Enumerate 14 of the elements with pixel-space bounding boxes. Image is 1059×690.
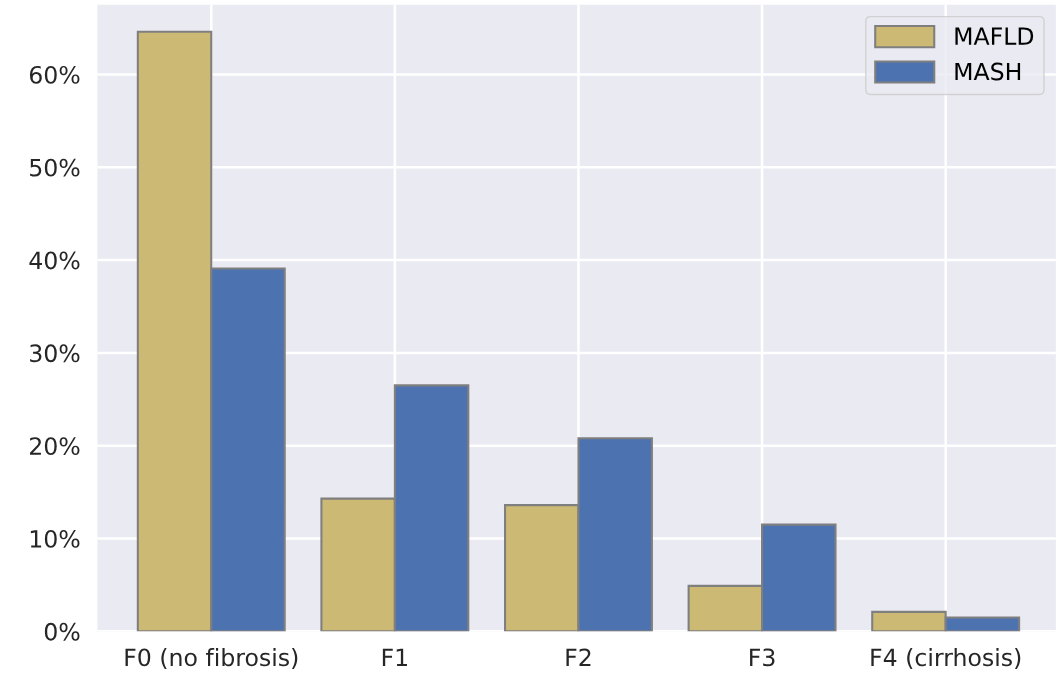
x-tick-label: F0 (no fibrosis) <box>125 648 298 670</box>
legend-label: MASH <box>955 62 1021 81</box>
x-tick-label: F2 <box>566 648 591 666</box>
y-tick-label: 20% <box>30 437 80 456</box>
legend-label: MAFLD <box>955 27 1034 45</box>
x-tick-label: F4 (cirrhosis) <box>871 648 1021 670</box>
y-tick-label: 40% <box>29 251 80 270</box>
x-tick-label: F1 <box>382 648 407 666</box>
y-tick-label: 30% <box>30 344 80 363</box>
x-tick-label: F3 <box>750 648 775 667</box>
y-tick-label: 50% <box>30 158 80 177</box>
y-tick-label: 0% <box>44 622 80 641</box>
y-tick-label: 60% <box>29 65 80 84</box>
y-tick-label: 10% <box>30 529 80 548</box>
